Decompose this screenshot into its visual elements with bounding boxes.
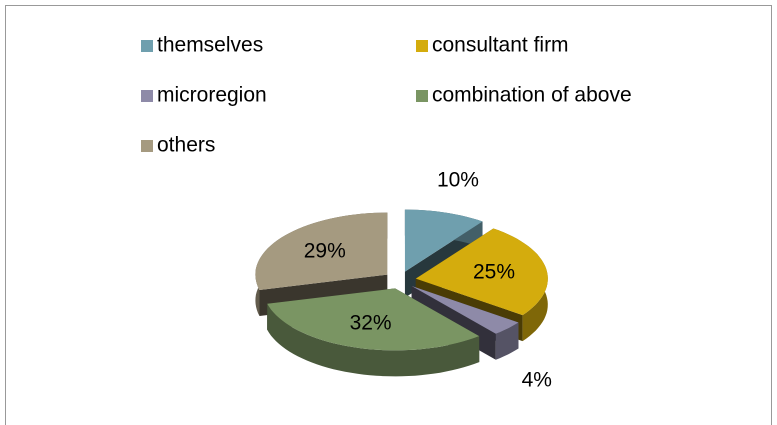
slice-top [255,212,388,290]
legend-label: themselves [157,34,263,57]
legend-label: consultant firm [432,34,569,57]
legend-label: combination of above [432,84,632,107]
slice-top [415,228,548,316]
legend-swatch [141,40,153,52]
data-label: 32% [350,311,392,334]
slice-top [411,286,519,334]
data-label: 10% [437,169,479,192]
data-label: 29% [304,239,346,262]
data-label: 4% [522,369,552,392]
slice-wall [495,322,519,360]
slice-wall [267,303,480,377]
slice [267,288,480,377]
slice-top [267,288,480,351]
legend-swatch [416,90,428,102]
legend-swatch [416,40,428,52]
legend-swatch [141,140,153,152]
legend-swatch [141,90,153,102]
legend-label: microregion [157,84,267,107]
slice-top [404,209,483,272]
legend-label: others [157,134,215,157]
data-label: 25% [473,260,515,283]
